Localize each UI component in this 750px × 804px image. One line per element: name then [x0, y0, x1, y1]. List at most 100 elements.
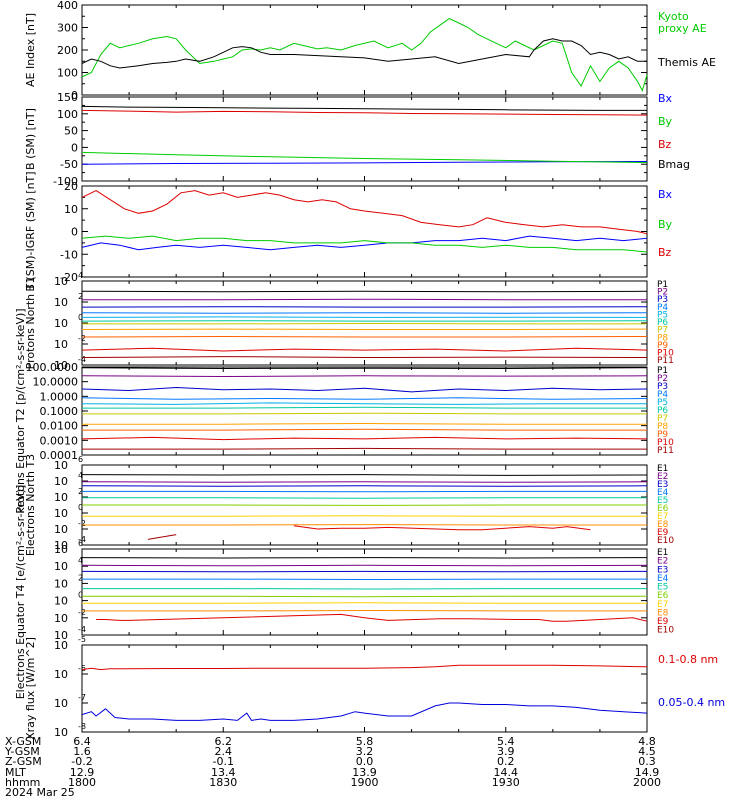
y-tick-exponent: -5: [78, 635, 86, 644]
y-tick-label: 1.0000: [40, 390, 79, 403]
y-tick-label: 20: [64, 180, 78, 193]
y-tick-label: 200: [57, 44, 78, 57]
y-axis-label: AE Index [nT]: [24, 13, 37, 87]
legend-label: Bmag: [658, 158, 690, 171]
y-tick-label: 10: [54, 317, 68, 330]
legend-label: Themis AE: [657, 56, 716, 69]
y-tick-label: 10: [54, 697, 68, 710]
panel-frame: [82, 97, 647, 181]
panel-frame: [82, 281, 647, 365]
ephemeris-value: 1900: [351, 776, 379, 789]
series-line-bz: [82, 110, 647, 115]
series-line-e1: [82, 475, 647, 476]
y-tick-label: 10: [54, 612, 68, 625]
y-tick-exponent: 6: [78, 539, 83, 548]
y-tick-exponent: -4: [78, 355, 86, 364]
y-tick-label: 10: [54, 726, 68, 739]
y-tick-label: 400: [57, 0, 78, 12]
legend-label: Bz: [658, 138, 672, 151]
y-tick-label: 10: [54, 275, 68, 288]
panel-frame: [82, 186, 647, 277]
y-axis-label: Xray flux [W/m^2]: [24, 637, 37, 740]
series-line-p11: [82, 357, 647, 358]
legend-label: Bx: [658, 92, 673, 105]
panel-5: 0.00010.00100.01000.10001.000010.0000100…: [14, 308, 674, 513]
y-tick-label: 10: [54, 491, 68, 504]
y-tick-label: 100: [57, 108, 78, 121]
y-tick-label: 0.0100: [40, 420, 79, 433]
y-tick-label: 10: [54, 523, 68, 536]
y-tick-exponent: -6: [78, 664, 86, 673]
y-tick-label: 10: [54, 338, 68, 351]
series-line-p5: [82, 403, 647, 405]
y-tick-label: 10: [54, 475, 68, 488]
series-line-p3: [82, 388, 647, 392]
series-line-p10: [82, 437, 647, 439]
series-line-e9: [294, 526, 591, 530]
legend-label: Bz: [658, 246, 672, 259]
series-line-p2: [82, 376, 647, 377]
y-tick-label: 300: [57, 22, 78, 35]
legend-label: 0.05-0.4 nm: [658, 696, 725, 709]
legend-label: P11: [657, 446, 674, 456]
series-line-p9: [82, 337, 647, 338]
y-tick-exponent: 0: [78, 503, 83, 512]
y-tick-label: 10: [54, 668, 68, 681]
ephemeris-value: 2000: [633, 776, 661, 789]
y-tick-exponent: -8: [78, 722, 86, 731]
series-line-kyoto-proxy-ae: [82, 19, 647, 91]
y-tick-exponent: 2: [78, 573, 83, 582]
ephemeris-value: 1930: [492, 776, 520, 789]
series-line-p4: [82, 398, 647, 400]
y-tick-label: 0.0010: [40, 434, 79, 447]
panel-frame: [82, 5, 647, 95]
series-line-bx: [82, 162, 647, 165]
y-tick-exponent: 0: [78, 591, 83, 600]
y-tick-exponent: 4: [78, 471, 83, 480]
y-tick-exponent: -4: [78, 625, 86, 634]
series-line-p8: [82, 424, 647, 425]
y-tick-label: 10: [54, 543, 68, 556]
y-tick-label: -50: [60, 158, 78, 171]
panel-frame: [82, 367, 647, 455]
series-line-by: [82, 152, 647, 162]
y-tick-label: 100.0000: [26, 361, 79, 374]
y-axis-label: B (SM)-IGRF (SM) [nT]: [24, 171, 37, 291]
series-line-0-05-0-4-nm: [82, 703, 647, 720]
legend-label: 0.1-0.8 nm: [658, 653, 718, 666]
y-tick-exponent: -2: [78, 519, 86, 528]
legend-label: proxy AE: [658, 22, 707, 35]
series-line-p5: [82, 317, 647, 318]
series-line-e10: [148, 535, 176, 540]
series-line-p11: [82, 448, 647, 449]
series-line-by: [82, 236, 647, 252]
y-tick-exponent: -2: [78, 608, 86, 617]
y-tick-label: 10: [54, 639, 68, 652]
y-tick-label: 0: [71, 141, 78, 154]
series-line-p1: [82, 368, 647, 369]
y-tick-label: 100: [57, 67, 78, 80]
legend-label: Bx: [658, 188, 673, 201]
ephemeris-value: 1800: [68, 776, 96, 789]
series-line-bz: [82, 191, 647, 234]
y-tick-label: 10.0000: [33, 376, 79, 389]
y-tick-exponent: 6: [78, 455, 83, 464]
y-tick-label: 10: [64, 203, 78, 216]
y-tick-label: 0: [71, 226, 78, 239]
y-tick-label: 50: [64, 125, 78, 138]
y-tick-exponent: 4: [78, 271, 83, 280]
series-line-e2: [82, 565, 647, 566]
ephemeris-row-label: 2024 Mar 25: [5, 786, 75, 799]
y-tick-label: 10: [54, 507, 68, 520]
y-tick-label: 150: [57, 91, 78, 104]
y-tick-label: 10: [54, 296, 68, 309]
y-tick-label: -10: [60, 248, 78, 261]
series-line-p2: [82, 299, 647, 300]
